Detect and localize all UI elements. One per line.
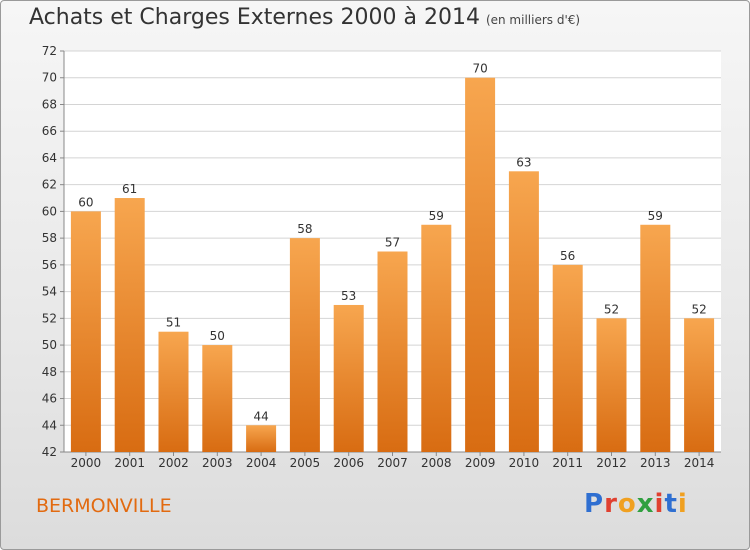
bar [114, 198, 145, 452]
y-tick-label: 72 [42, 44, 57, 58]
bar [421, 224, 452, 452]
y-tick-label: 44 [42, 418, 57, 432]
x-tick-label: 2004 [246, 456, 277, 470]
bar-value-label: 70 [472, 62, 487, 76]
bar-value-label: 63 [516, 155, 531, 169]
bar [158, 331, 189, 452]
bar-value-label: 57 [385, 236, 400, 250]
y-tick-label: 52 [42, 311, 57, 325]
bar-value-label: 53 [341, 289, 356, 303]
x-tick-label: 2003 [202, 456, 233, 470]
x-tick-label: 2008 [421, 456, 452, 470]
x-tick-label: 2010 [509, 456, 540, 470]
bar [202, 345, 233, 452]
y-tick-label: 66 [42, 124, 57, 138]
bar-value-label: 51 [166, 316, 181, 330]
x-tick-label: 2011 [552, 456, 583, 470]
y-tick-label: 46 [42, 392, 57, 406]
bar [377, 251, 408, 452]
y-tick-label: 56 [42, 258, 57, 272]
bar-value-label: 56 [560, 249, 575, 263]
bar-value-label: 59 [429, 209, 444, 223]
chart-title-text: Achats et Charges Externes 2000 à 2014 [29, 5, 480, 30]
bar [246, 425, 277, 452]
x-tick-label: 2014 [684, 456, 715, 470]
y-tick-label: 50 [42, 338, 57, 352]
x-tick-label: 2007 [377, 456, 408, 470]
logo-letter: o [617, 489, 637, 519]
logo-letter: r [604, 489, 618, 519]
bar-value-label: 52 [691, 302, 706, 316]
x-tick-label: 2006 [333, 456, 364, 470]
y-tick-label: 58 [42, 231, 57, 245]
bar [640, 224, 671, 452]
bar [70, 211, 101, 452]
bar [508, 171, 539, 453]
bar-value-label: 60 [78, 195, 93, 209]
logo-letter: P [584, 489, 605, 519]
bar-value-label: 44 [253, 409, 268, 423]
bar-value-label: 59 [648, 209, 663, 223]
chart-subtitle: (en milliers d'€) [485, 13, 581, 27]
logo-letter: x [636, 489, 655, 519]
bar [465, 77, 496, 452]
bar-value-label: 50 [210, 329, 225, 343]
y-tick-label: 70 [42, 71, 57, 85]
proxiti-logo: Proxiti [584, 489, 688, 519]
x-tick-label: 2013 [640, 456, 671, 470]
y-tick-label: 62 [42, 178, 57, 192]
bar [684, 318, 715, 452]
x-tick-label: 2000 [71, 456, 102, 470]
bar [289, 238, 320, 452]
logo-letter: i [654, 489, 665, 519]
bar-value-label: 58 [297, 222, 312, 236]
x-tick-label: 2005 [290, 456, 321, 470]
logo-letter: i [677, 489, 688, 519]
y-tick-label: 68 [42, 97, 57, 111]
bar-value-label: 61 [122, 182, 137, 196]
y-tick-label: 60 [42, 204, 57, 218]
location-label: BERMONVILLE [36, 495, 172, 517]
x-tick-label: 2009 [465, 456, 496, 470]
y-tick-label: 48 [42, 365, 57, 379]
chart-title: Achats et Charges Externes 2000 à 2014 (e… [29, 5, 580, 30]
bar-value-label: 52 [604, 302, 619, 316]
bar [596, 318, 627, 452]
x-tick-label: 2002 [158, 456, 189, 470]
bar [333, 304, 364, 452]
y-tick-label: 54 [42, 285, 57, 299]
y-tick-label: 64 [42, 151, 57, 165]
y-tick-label: 42 [42, 445, 57, 459]
bar [552, 264, 583, 452]
x-tick-label: 2001 [114, 456, 145, 470]
x-tick-label: 2012 [596, 456, 627, 470]
logo-letter: t [664, 489, 678, 519]
